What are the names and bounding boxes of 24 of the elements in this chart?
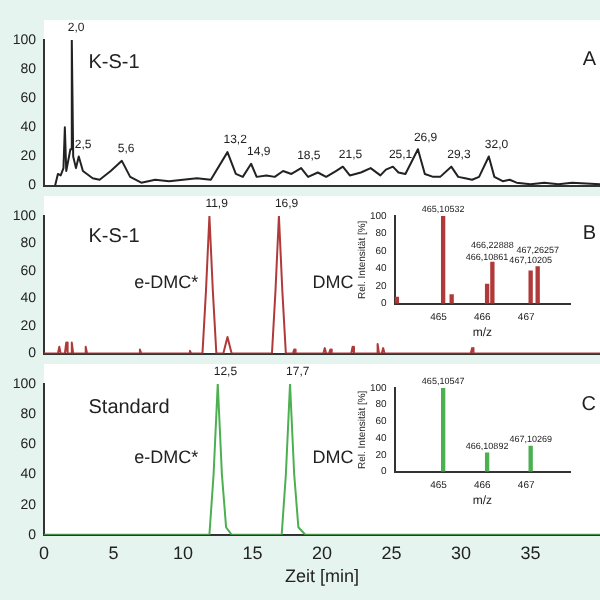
annotation: C <box>581 393 596 416</box>
annotation: DMC <box>312 271 355 292</box>
annotation: DMC <box>312 446 355 467</box>
annotation: e-DMC* <box>134 446 200 467</box>
x-tick-label: 30 <box>450 542 472 563</box>
bar <box>440 388 446 472</box>
x-tick-label: 10 <box>172 542 194 563</box>
x-tick-label: 20 <box>311 542 333 563</box>
annotation: B <box>582 223 597 246</box>
bar <box>490 261 495 304</box>
annotation: K-S-1 <box>88 51 141 74</box>
annotation: A <box>582 48 597 71</box>
annotation: e-DMC* <box>134 271 200 292</box>
bar <box>528 445 533 472</box>
bar <box>535 266 540 304</box>
bar <box>528 270 533 304</box>
x-tick-label: 35 <box>520 542 541 563</box>
x-axis-title: Zeit [min] <box>284 566 360 587</box>
bar <box>440 216 446 304</box>
x-tick-label: 25 <box>381 542 402 563</box>
annotation: K-S-1 <box>88 225 141 248</box>
x-tick-label: 5 <box>108 542 119 563</box>
x-tick-label: 15 <box>242 542 263 563</box>
annotation: Standard <box>88 396 170 419</box>
